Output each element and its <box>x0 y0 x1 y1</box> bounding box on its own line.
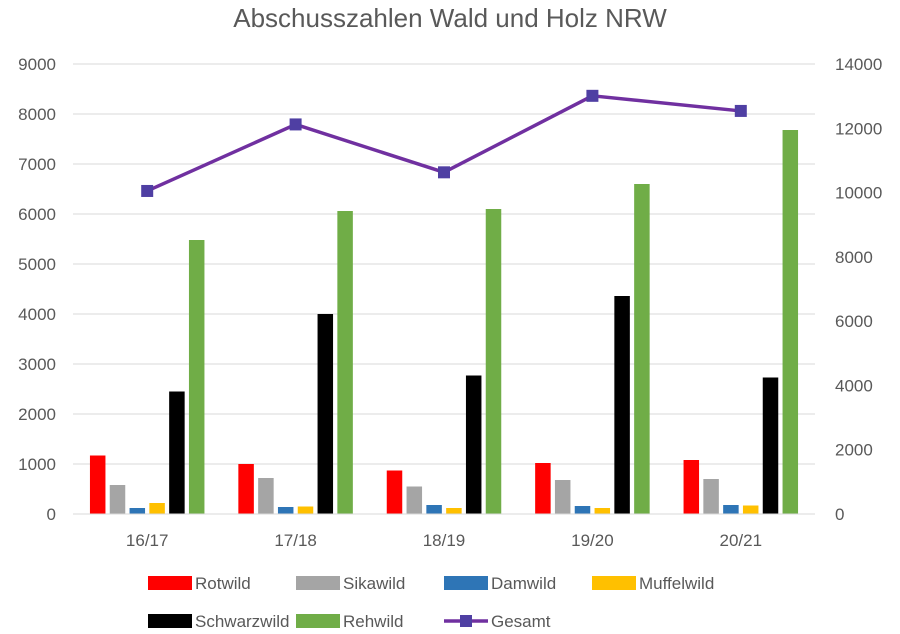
bar-rotwild <box>386 470 403 514</box>
bar-schwarzwild <box>762 377 779 514</box>
legend-label-schwarzwild: Schwarzwild <box>195 612 289 631</box>
y-right-tick-label: 0 <box>835 505 844 524</box>
legend-swatch-rehwild <box>296 614 340 628</box>
bar-series <box>89 130 799 514</box>
legend-swatch-sikawild <box>296 576 340 590</box>
legend-swatch-schwarzwild <box>148 614 192 628</box>
x-axis: 16/17 17/18 18/19 19/20 20/21 <box>126 531 762 550</box>
point-gesamt <box>586 89 599 102</box>
bar-sikawild <box>258 478 274 514</box>
point-gesamt <box>438 166 450 179</box>
left-axis: 0 1000 2000 3000 4000 5000 6000 7000 8000 9000 <box>18 55 56 524</box>
bar-muffelwild <box>297 506 314 514</box>
x-tick-label: 17/18 <box>274 531 317 550</box>
x-tick-label: 16/17 <box>126 531 169 550</box>
bar-sikawild <box>406 486 423 514</box>
bar-rehwild <box>485 209 502 514</box>
y-right-tick-label: 2000 <box>835 441 873 460</box>
legend-label-sikawild: Sikawild <box>343 574 405 593</box>
y-left-tick-label: 6000 <box>18 205 56 224</box>
bar-sikawild <box>554 480 571 514</box>
bar-damwild <box>129 508 146 514</box>
legend-marker-gesamt <box>460 615 472 627</box>
legend-swatch-muffelwild <box>592 576 636 590</box>
bar-muffelwild <box>149 503 165 514</box>
legend-label-muffelwild: Muffelwild <box>639 574 714 593</box>
legend: Rotwild Sikawild Damwild Muffelwild Schwarzw… <box>148 574 714 631</box>
bar-rotwild <box>535 463 551 514</box>
bar-rotwild <box>683 460 700 514</box>
bar-muffelwild <box>742 505 759 514</box>
bar-sikawild <box>109 485 126 514</box>
legend-label-rehwild: Rehwild <box>343 612 403 631</box>
y-right-tick-label: 14000 <box>835 55 882 74</box>
legend-label-rotwild: Rotwild <box>195 574 251 593</box>
x-tick-label: 18/19 <box>423 531 466 550</box>
bar-muffelwild <box>594 508 611 514</box>
y-left-tick-label: 0 <box>47 505 56 524</box>
y-left-tick-label: 4000 <box>18 305 56 324</box>
y-left-tick-label: 5000 <box>18 255 56 274</box>
legend-swatch-rotwild <box>148 576 192 590</box>
bar-schwarzwild <box>465 375 482 514</box>
bar-damwild <box>723 505 739 514</box>
bar-schwarzwild <box>317 314 334 514</box>
right-axis: 0 2000 4000 6000 8000 10000 12000 14000 <box>835 55 882 524</box>
y-right-tick-label: 10000 <box>835 184 882 203</box>
y-left-tick-label: 7000 <box>18 155 56 174</box>
y-left-tick-label: 8000 <box>18 105 56 124</box>
bar-muffelwild <box>446 508 462 514</box>
bar-damwild <box>277 507 294 514</box>
bar-damwild <box>574 506 591 514</box>
x-tick-label: 19/20 <box>571 531 614 550</box>
bar-rotwild <box>89 455 106 514</box>
point-gesamt <box>734 104 747 117</box>
point-gesamt <box>289 118 302 131</box>
y-left-tick-label: 2000 <box>18 405 56 424</box>
bar-rehwild <box>188 240 205 514</box>
chart-title: Abschusszahlen Wald und Holz NRW <box>233 3 667 33</box>
bar-rehwild <box>634 184 650 514</box>
y-right-tick-label: 6000 <box>835 312 873 331</box>
y-right-tick-label: 12000 <box>835 119 882 138</box>
legend-label-gesamt: Gesamt <box>491 612 551 631</box>
y-left-tick-label: 3000 <box>18 355 56 374</box>
y-right-tick-label: 8000 <box>835 248 873 267</box>
x-tick-label: 20/21 <box>720 531 763 550</box>
y-left-tick-label: 1000 <box>18 455 56 474</box>
bar-rehwild <box>782 130 799 514</box>
gesamt-line-series <box>141 89 747 197</box>
bar-schwarzwild <box>614 296 630 514</box>
bar-rehwild <box>337 211 353 514</box>
bar-schwarzwild <box>169 391 185 514</box>
point-gesamt <box>141 184 154 197</box>
y-left-tick-label: 9000 <box>18 55 56 74</box>
legend-swatch-damwild <box>444 576 488 590</box>
bar-rotwild <box>238 464 254 514</box>
y-right-tick-label: 4000 <box>835 376 873 395</box>
legend-label-damwild: Damwild <box>491 574 556 593</box>
bar-sikawild <box>703 479 719 514</box>
bar-damwild <box>426 505 442 514</box>
